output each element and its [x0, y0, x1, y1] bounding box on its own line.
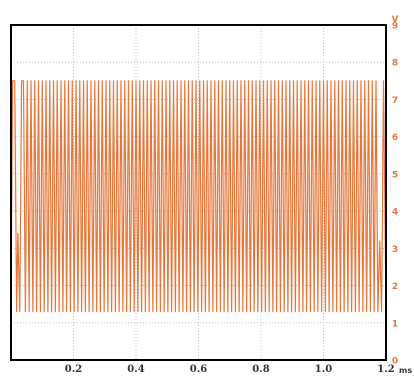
- y-tick-label: 0: [392, 357, 398, 367]
- y-tick-label: 5: [392, 170, 398, 180]
- x-tick-label: 0.2: [65, 364, 82, 375]
- y-tick-label: 2: [392, 282, 398, 292]
- x-tick-label: 0.6: [190, 364, 207, 375]
- y-tick-label: 3: [392, 245, 398, 255]
- x-tick-label: 1.2: [377, 364, 394, 375]
- x-tick-label: 0.4: [127, 364, 144, 375]
- x-tick-label: 0.8: [252, 364, 269, 375]
- y-tick-label: 8: [392, 59, 398, 69]
- series-line-0: [10, 80, 387, 313]
- y-axis-tick-labels: 0 1 2 3 4 5 6 7 8 9: [392, 22, 398, 367]
- y-tick-label: 7: [392, 96, 398, 106]
- y-tick-label: 6: [392, 133, 398, 143]
- y-tick-label: 4: [392, 208, 398, 218]
- x-axis-tick-labels: 0.2 0.4 0.6 0.8 1.0 1.2: [65, 364, 395, 375]
- trace-layer: [10, 80, 387, 313]
- y-tick-label: 1: [392, 319, 398, 329]
- x-unit-label: ms: [399, 366, 412, 375]
- y-tick-label: 9: [392, 22, 398, 32]
- plot-frame: [10, 24, 387, 361]
- y-unit-label: V: [392, 15, 399, 25]
- x-tick-label: 1.0: [315, 364, 332, 375]
